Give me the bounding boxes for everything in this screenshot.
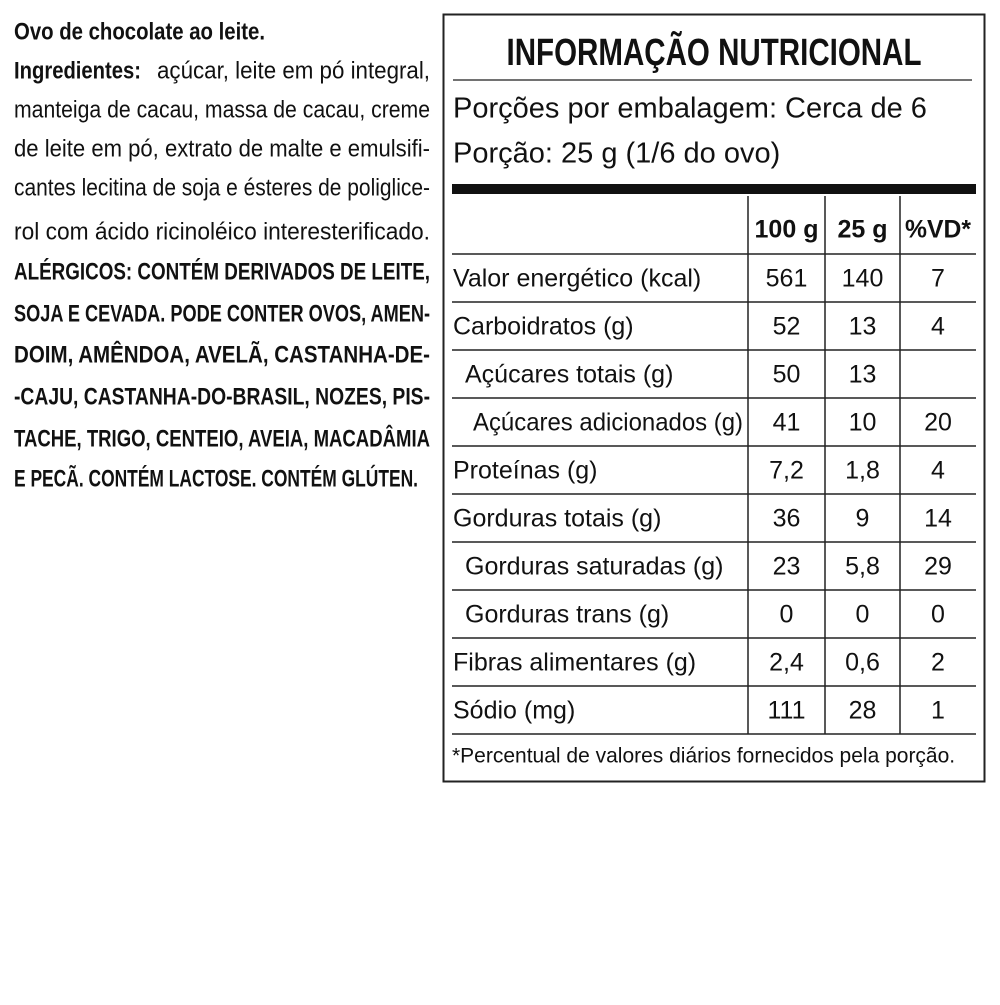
allergens-line: -CAJU, CASTANHA-DO-BRASIL, NOZES, PIS- xyxy=(14,383,430,410)
nutrient-name: Proteínas (g) xyxy=(453,457,598,485)
nutrient-value: 111 xyxy=(767,697,805,725)
ingredients-line: cantes lecitina de soja e ésteres de pol… xyxy=(14,174,430,201)
serving-size: Porção: 25 g (1/6 do ovo) xyxy=(453,138,780,170)
nutrient-name: Carboidratos (g) xyxy=(453,313,634,341)
nutrient-name: Açúcares totais (g) xyxy=(465,361,673,389)
nutrient-value: 9 xyxy=(856,505,870,533)
nutrient-value: 52 xyxy=(773,313,801,341)
nutrient-value: 10 xyxy=(849,409,877,437)
column-header: %VD* xyxy=(905,216,971,244)
label-frame xyxy=(442,13,986,783)
allergens-line: SOJA E CEVADA. PODE CONTER OVOS, AMEN- xyxy=(14,300,430,327)
nutrient-value: 7,2 xyxy=(769,457,804,485)
column-header: 100 g xyxy=(755,216,819,244)
thick-rule xyxy=(452,184,976,194)
column-header: 25 g xyxy=(837,216,887,244)
ingredients-line: rol com ácido ricinoléico interesterific… xyxy=(14,218,430,245)
nutrient-value: 1,8 xyxy=(845,457,880,485)
ingredients-label: Ingredientes: xyxy=(14,57,141,84)
nutrient-value: 36 xyxy=(773,505,801,533)
nutrient-value: 7 xyxy=(931,265,945,293)
nutrient-value: 561 xyxy=(766,265,808,293)
nutrient-name: Valor energético (kcal) xyxy=(453,265,701,293)
nutrient-value: 4 xyxy=(931,457,945,485)
ingredients-line: manteiga de cacau, massa de cacau, creme xyxy=(14,96,430,123)
servings: Porções por embalagem: Cerca de 6 xyxy=(453,93,927,125)
allergens-line: TACHE, TRIGO, CENTEIO, AVEIA, MACADÂMIA xyxy=(14,424,430,452)
nutrient-value: 4 xyxy=(931,313,945,341)
ingredients-line: açúcar, leite em pó integral, xyxy=(157,57,430,84)
product-name: Ovo de chocolate ao leite. xyxy=(14,18,265,45)
nutrient-value: 23 xyxy=(773,553,801,581)
nutrient-value: 140 xyxy=(842,265,884,293)
nutrient-value: 29 xyxy=(924,553,952,581)
nutrient-value: 41 xyxy=(773,409,801,437)
nutrient-value: 0,6 xyxy=(845,649,880,677)
nutrient-value: 28 xyxy=(849,697,877,725)
nutrient-value: 50 xyxy=(773,361,801,389)
nutrient-value: 14 xyxy=(924,505,952,533)
nutrient-name: Sódio (mg) xyxy=(453,697,575,725)
allergens-line: DOIM, AMÊNDOA, AVELÃ, CASTANHA-DE- xyxy=(14,340,430,368)
nutrient-name: Gorduras trans (g) xyxy=(465,601,669,629)
ingredients-line: de leite em pó, extrato de malte e emuls… xyxy=(14,135,430,162)
footnote: *Percentual de valores diários fornecido… xyxy=(452,745,955,768)
nutrient-name: Fibras alimentares (g) xyxy=(453,649,696,677)
nutrient-name: Açúcares adicionados (g) xyxy=(473,409,743,437)
nutrient-name: Gorduras saturadas (g) xyxy=(465,553,723,581)
nutrient-value: 0 xyxy=(931,601,945,629)
allergens-line: E PECÃ. CONTÉM LACTOSE. CONTÉM GLÚTEN. xyxy=(14,464,418,492)
nutrient-value: 13 xyxy=(849,313,877,341)
table-title: INFORMAÇÃO NUTRICIONAL xyxy=(507,30,922,74)
nutrient-value: 13 xyxy=(849,361,877,389)
nutrient-value: 1 xyxy=(931,697,945,725)
nutrient-value: 2,4 xyxy=(769,649,804,677)
nutrient-value: 2 xyxy=(931,649,945,677)
nutrient-value: 0 xyxy=(780,601,794,629)
nutrient-value: 0 xyxy=(856,601,870,629)
nutrient-name: Gorduras totais (g) xyxy=(453,505,661,533)
nutrient-value: 5,8 xyxy=(845,553,880,581)
allergens-line: ALÉRGICOS: CONTÉM DERIVADOS DE LEITE, xyxy=(14,257,430,285)
nutrient-value: 20 xyxy=(924,409,952,437)
